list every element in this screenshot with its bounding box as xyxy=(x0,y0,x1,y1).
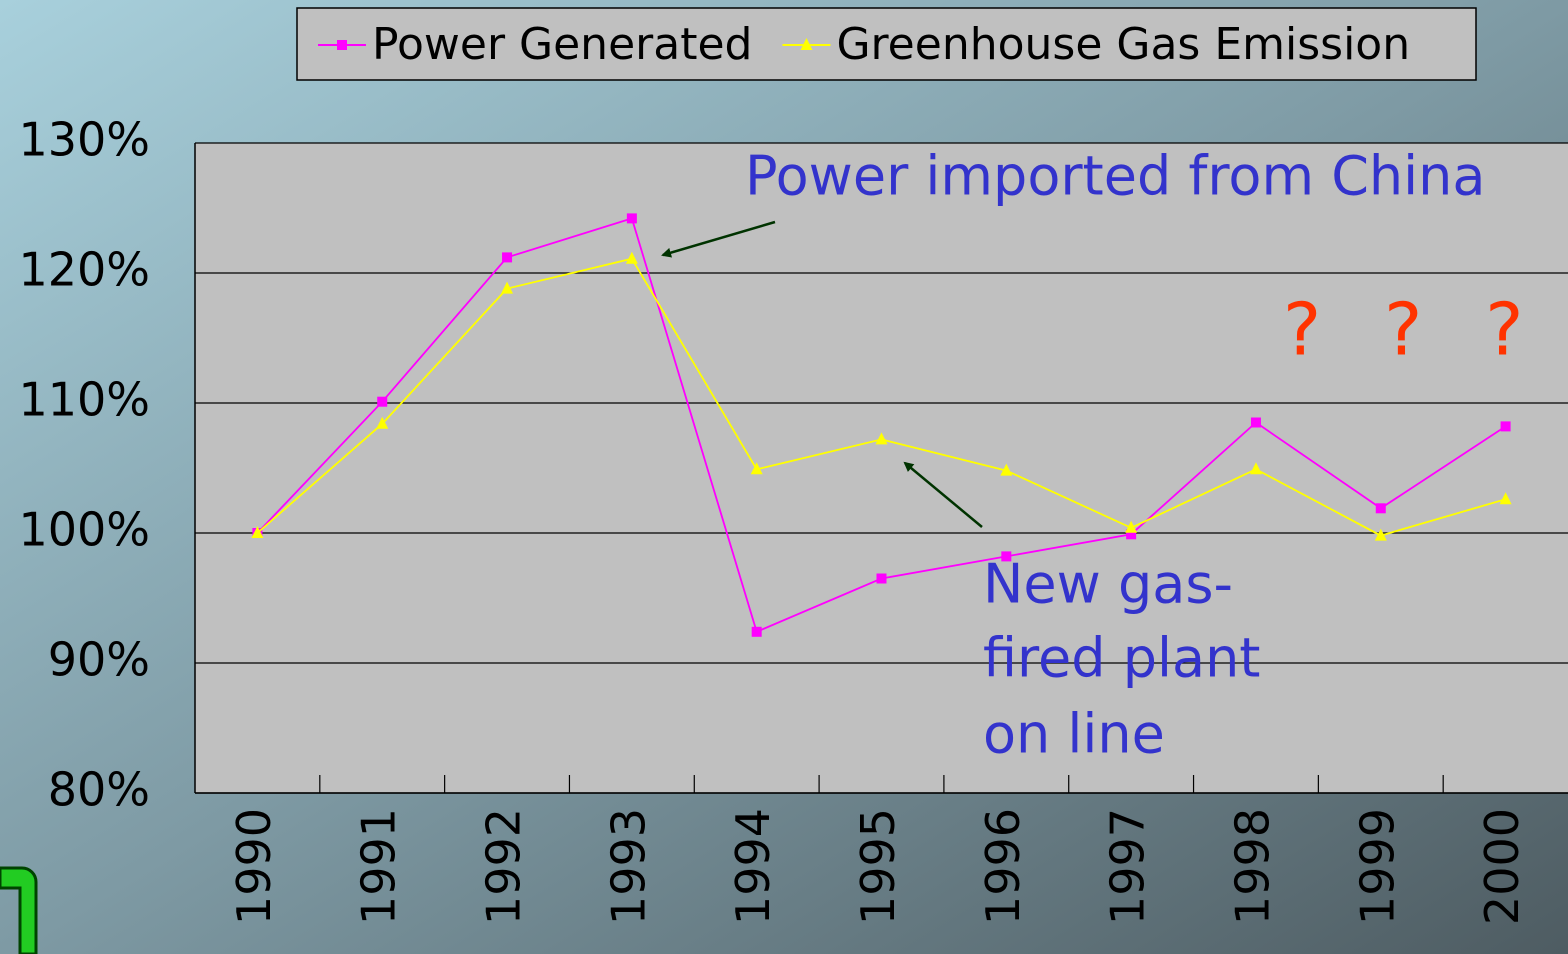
y-tick-label: 90% xyxy=(48,633,150,687)
point xyxy=(1001,551,1012,562)
point xyxy=(502,252,513,263)
point xyxy=(1126,529,1137,540)
x-tick-label: 1990 xyxy=(227,808,281,925)
x-tick-label: 1996 xyxy=(976,808,1030,925)
point xyxy=(377,396,388,407)
plot-area xyxy=(195,143,1568,793)
y-tick-label: 100% xyxy=(18,503,150,557)
point xyxy=(376,416,389,429)
point xyxy=(1250,417,1261,428)
point xyxy=(1500,421,1511,432)
point xyxy=(1374,528,1387,541)
point xyxy=(875,432,888,445)
x-tick-label: 1993 xyxy=(601,808,655,925)
arrow xyxy=(903,461,983,528)
x-tick-label: 1994 xyxy=(726,808,780,925)
legend-marker xyxy=(337,40,347,50)
legend-label: Greenhouse Gas Emission xyxy=(836,19,1410,70)
logo xyxy=(0,866,38,954)
point xyxy=(1499,492,1512,505)
point xyxy=(750,462,763,475)
x-tick-label: 1992 xyxy=(477,808,531,925)
point xyxy=(1375,503,1386,514)
annotation: Power imported from China xyxy=(745,145,1485,208)
x-tick-label: 2000 xyxy=(1475,808,1529,925)
legend-box xyxy=(296,7,1477,81)
point xyxy=(1000,463,1013,476)
legend-label: Power Generated xyxy=(372,19,752,70)
y-tick-label: 110% xyxy=(18,373,150,427)
annotation: New gas- xyxy=(983,553,1233,616)
legend-marker xyxy=(800,38,813,50)
x-tick-label: 1998 xyxy=(1225,808,1279,925)
annotation: fired plant xyxy=(983,627,1260,690)
point xyxy=(501,281,514,294)
point xyxy=(1125,520,1138,533)
point xyxy=(625,251,638,264)
x-tick-label: 1997 xyxy=(1101,808,1155,925)
x-tick-label: 1995 xyxy=(851,808,905,925)
y-tick-label: 120% xyxy=(18,243,150,297)
x-tick-label: 1999 xyxy=(1350,808,1404,925)
arrow xyxy=(661,220,776,258)
y-tick-label: 80% xyxy=(48,763,150,817)
x-tick-label: 1991 xyxy=(352,808,406,925)
annotation: ? ? ? xyxy=(1283,288,1523,372)
point xyxy=(251,526,264,538)
point xyxy=(626,213,637,224)
point xyxy=(1249,462,1262,475)
annotation: on line xyxy=(983,703,1165,766)
point xyxy=(876,573,887,584)
y-tick-label: 130% xyxy=(18,113,150,167)
point xyxy=(751,626,762,637)
